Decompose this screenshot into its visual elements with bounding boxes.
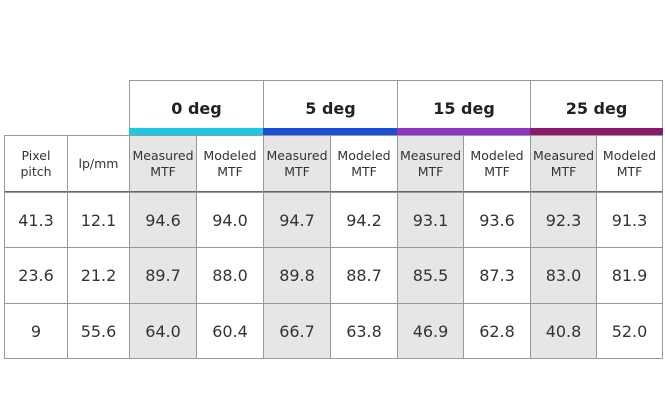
table-cell: 93.1 <box>397 192 464 248</box>
table-cell: 93.6 <box>463 192 531 248</box>
table-cell: 41.3 <box>4 192 68 248</box>
table-cell: 83.0 <box>530 247 597 304</box>
table-cell: 94.2 <box>330 192 398 248</box>
group-color-bar <box>263 128 398 135</box>
table-cell: 62.8 <box>463 303 531 359</box>
table-cell: 92.3 <box>530 192 597 248</box>
table-cell: 81.9 <box>596 247 663 304</box>
table-cell: 94.0 <box>196 192 264 248</box>
table-cell: 55.6 <box>67 303 130 359</box>
group-color-bar <box>129 128 264 135</box>
group-header: 25 deg <box>530 80 663 136</box>
column-header: Measured MTF <box>397 135 464 193</box>
column-header: Pixel pitch <box>4 135 68 193</box>
table-cell: 89.8 <box>263 247 331 304</box>
table-cell: 40.8 <box>530 303 597 359</box>
table-cell: 23.6 <box>4 247 68 304</box>
column-header: lp/mm <box>67 135 130 193</box>
table-cell: 9 <box>4 303 68 359</box>
column-header: Measured MTF <box>263 135 331 193</box>
table-cell: 12.1 <box>67 192 130 248</box>
group-color-bar <box>397 128 531 135</box>
table-cell: 66.7 <box>263 303 331 359</box>
column-header: Modeled MTF <box>330 135 398 193</box>
table-cell: 88.0 <box>196 247 264 304</box>
table-cell: 87.3 <box>463 247 531 304</box>
table-cell: 63.8 <box>330 303 398 359</box>
column-header: Measured MTF <box>530 135 597 193</box>
table-cell: 88.7 <box>330 247 398 304</box>
table-cell: 94.6 <box>129 192 197 248</box>
group-color-bar <box>530 128 663 135</box>
column-header: Measured MTF <box>129 135 197 193</box>
table-cell: 89.7 <box>129 247 197 304</box>
table-cell: 46.9 <box>397 303 464 359</box>
table-cell: 64.0 <box>129 303 197 359</box>
table-cell: 21.2 <box>67 247 130 304</box>
column-header: Modeled MTF <box>196 135 264 193</box>
table-cell: 94.7 <box>263 192 331 248</box>
table-cell: 91.3 <box>596 192 663 248</box>
table-cell: 85.5 <box>397 247 464 304</box>
column-header: Modeled MTF <box>463 135 531 193</box>
table-cell: 60.4 <box>196 303 264 359</box>
table-cell: 52.0 <box>596 303 663 359</box>
column-header: Modeled MTF <box>596 135 663 193</box>
